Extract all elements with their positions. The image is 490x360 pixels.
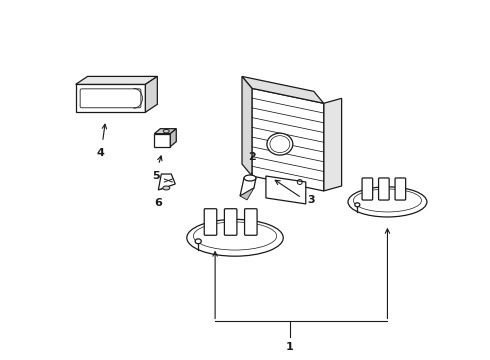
- Polygon shape: [158, 174, 175, 190]
- Polygon shape: [154, 134, 171, 147]
- FancyBboxPatch shape: [395, 178, 406, 200]
- Text: 5: 5: [152, 171, 160, 181]
- Text: 4: 4: [97, 148, 104, 158]
- Polygon shape: [242, 76, 324, 103]
- FancyBboxPatch shape: [204, 209, 217, 235]
- Polygon shape: [324, 98, 342, 191]
- Ellipse shape: [244, 175, 256, 181]
- Ellipse shape: [355, 203, 360, 207]
- Ellipse shape: [348, 187, 427, 217]
- Ellipse shape: [187, 219, 283, 256]
- Polygon shape: [266, 176, 306, 204]
- Ellipse shape: [163, 186, 170, 190]
- FancyBboxPatch shape: [362, 178, 373, 200]
- Text: 6: 6: [154, 198, 162, 208]
- Polygon shape: [240, 188, 254, 200]
- Polygon shape: [242, 76, 252, 176]
- FancyBboxPatch shape: [379, 178, 389, 200]
- Polygon shape: [146, 76, 157, 112]
- Polygon shape: [171, 129, 176, 147]
- Polygon shape: [154, 129, 176, 134]
- FancyBboxPatch shape: [224, 209, 237, 235]
- Polygon shape: [240, 178, 256, 196]
- Ellipse shape: [195, 239, 201, 244]
- Text: 3: 3: [308, 195, 316, 205]
- Text: 1: 1: [286, 342, 294, 352]
- Ellipse shape: [267, 133, 293, 155]
- Polygon shape: [252, 88, 324, 191]
- Text: 2: 2: [248, 152, 256, 162]
- Polygon shape: [75, 84, 146, 112]
- Polygon shape: [75, 76, 157, 84]
- FancyBboxPatch shape: [245, 209, 257, 235]
